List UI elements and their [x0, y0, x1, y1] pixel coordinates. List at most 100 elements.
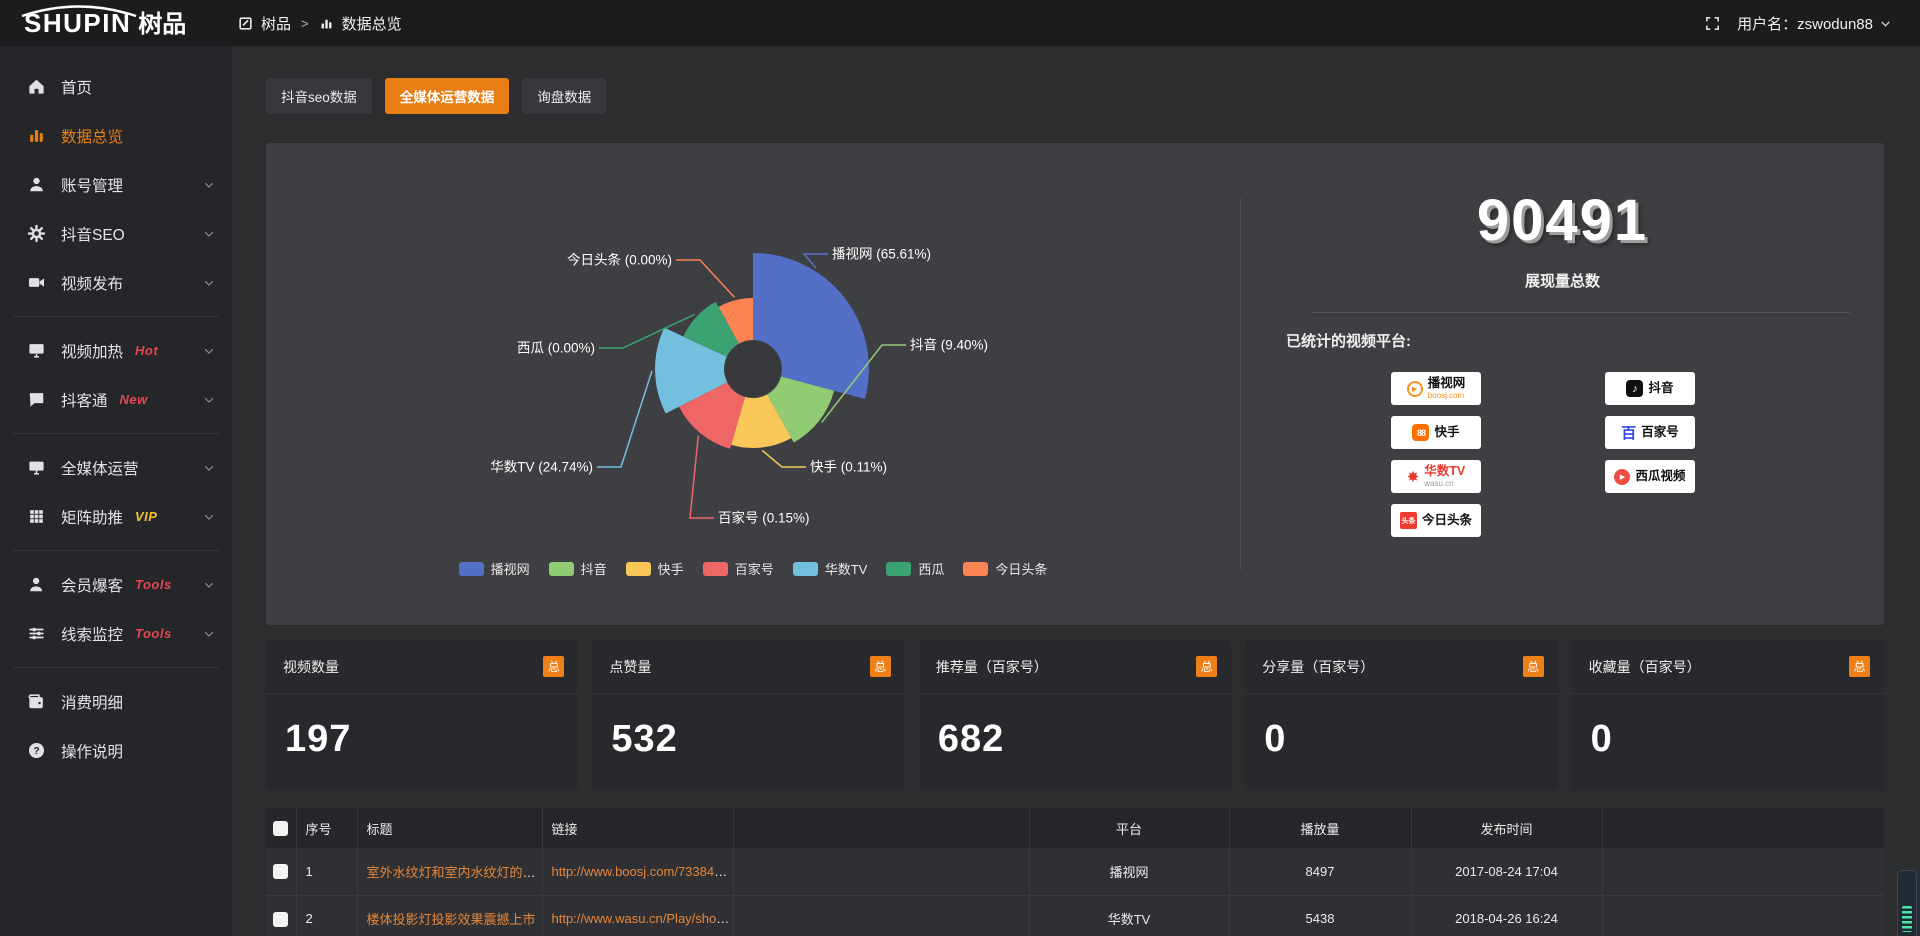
- pie-slice-快手[interactable]: [731, 394, 792, 448]
- legend-label: 今日头条: [995, 562, 1048, 577]
- total-badge[interactable]: 总: [869, 656, 891, 677]
- floating-scrollbar[interactable]: [1897, 870, 1917, 936]
- legend-item-今日头条[interactable]: 今日头条: [963, 559, 1047, 578]
- legend-swatch: [548, 561, 574, 576]
- platform-logo-baijia[interactable]: 百百家号: [1605, 416, 1695, 449]
- main-content: 抖音seo数据 全媒体运营数据 询盘数据 播视网 (65.61%) 抖音 (9.40%…: [232, 46, 1920, 936]
- xigua-play-icon: ▶: [1614, 468, 1631, 485]
- total-badge[interactable]: 总: [1849, 656, 1871, 677]
- tab-2[interactable]: 询盘数据: [522, 78, 607, 114]
- user-menu[interactable]: 用户名：zswodun88: [1737, 13, 1892, 34]
- bar-chart-icon: [319, 16, 334, 31]
- pie-slice-今日头条[interactable]: [718, 298, 753, 344]
- col-index: 序号: [296, 808, 358, 848]
- platform-logo-wasu[interactable]: ✸ 华数TV wasu.cn: [1391, 460, 1481, 493]
- video-title-link[interactable]: 室外水纹灯和室内水纹灯的区别和简介: [366, 864, 542, 880]
- fullscreen-icon[interactable]: [1704, 15, 1721, 32]
- platform-logo-boosj[interactable]: ▶ 播视网 boosj.com: [1391, 372, 1481, 405]
- table-row-1: 1 室外水纹灯和室内水纹灯的区别和简介 http://www.boosj.com/7…: [266, 848, 1884, 895]
- total-badge[interactable]: 总: [1522, 656, 1544, 677]
- col-extra: [1602, 808, 1884, 848]
- cell-extra: [1602, 894, 1884, 936]
- tab-0[interactable]: 抖音seo数据: [266, 78, 372, 114]
- pie-slice-百家号[interactable]: [679, 382, 745, 449]
- sidebar-item-monitor[interactable]: 全媒体运营: [0, 443, 232, 492]
- pie-label-快手: 快手 (0.11%): [810, 460, 887, 475]
- logo-arc-icon: [21, 4, 137, 17]
- sidebar-badge: Tools: [135, 626, 172, 641]
- sidebar-item-bar-chart[interactable]: 数据总览: [0, 111, 232, 160]
- legend-item-百家号[interactable]: 百家号: [702, 559, 774, 578]
- pie-slice-西瓜[interactable]: [683, 301, 739, 357]
- sidebar-item-home[interactable]: 首页: [0, 62, 232, 111]
- legend-item-华数TV[interactable]: 华数TV: [792, 559, 867, 578]
- platform-logo-xigua[interactable]: ▶ 西瓜视频: [1605, 460, 1695, 493]
- tab-1[interactable]: 全媒体运营数据: [384, 78, 510, 114]
- sidebar-item-chat[interactable]: 抖客通 New: [0, 375, 232, 424]
- col-plays: 播放量: [1229, 808, 1412, 848]
- topbar: SHUPIN 树品 树品 > 数据总览 用户名：zswodun88: [0, 0, 1920, 46]
- sidebar-item-label: 全媒体运营: [61, 460, 139, 478]
- video-url-link[interactable]: http://www.boosj.com/7338468.html: [551, 863, 733, 879]
- pie-slice-播视网[interactable]: [753, 253, 869, 399]
- sidebar-item-video[interactable]: 视频发布: [0, 258, 232, 307]
- brand-name-cn: 树品: [138, 10, 187, 38]
- label-line-百家号: [689, 435, 714, 519]
- stat-card-value: 682: [937, 718, 1005, 760]
- bar-chart-icon: [27, 126, 46, 145]
- topbar-right: 用户名：zswodun88: [1704, 13, 1920, 34]
- app-logo[interactable]: SHUPIN 树品: [0, 4, 232, 43]
- platform-name: 西瓜视频: [1635, 469, 1686, 484]
- boosj-play-icon: ▶: [1406, 380, 1423, 397]
- pie-slice-抖音[interactable]: [767, 376, 835, 443]
- legend-label: 播视网: [490, 562, 530, 577]
- legend-item-西瓜[interactable]: 西瓜: [886, 559, 944, 578]
- cell-extra: [1602, 848, 1884, 895]
- total-badge[interactable]: 总: [543, 656, 565, 677]
- legend-label: 快手: [657, 562, 684, 577]
- pie-label-抖音: 抖音 (9.40%): [910, 337, 988, 353]
- scrollbar-thumb[interactable]: [1902, 906, 1912, 932]
- sidebar-item-wallet[interactable]: 消费明细: [0, 677, 232, 726]
- platform-logo-douyin[interactable]: ♪ 抖音: [1605, 372, 1695, 405]
- toutiao-icon: 头条: [1399, 512, 1417, 529]
- table-header-row: 序号 标题 链接 平台 播放量 发布时间: [266, 808, 1884, 848]
- legend-item-快手[interactable]: 快手: [625, 559, 684, 578]
- video-url-link[interactable]: http://www.wasu.cn/Play/show/id/952...: [551, 911, 733, 926]
- stat-card-0: 视频数量 总 197: [266, 640, 579, 790]
- pie-label-播视网: 播视网 (65.61%): [832, 247, 931, 262]
- sidebar-item-gear[interactable]: 抖音SEO: [0, 209, 232, 258]
- table-row-2: 2 楼体投影灯投影效果震撼上市 http://www.wasu.cn/Play/sh…: [266, 894, 1884, 936]
- pie-label-百家号: 百家号 (0.15%): [718, 510, 810, 526]
- pie-slice-华数TV[interactable]: [655, 327, 728, 414]
- sidebar-item-grid[interactable]: 矩阵助推 VIP: [0, 492, 232, 541]
- gear-icon: [27, 224, 46, 243]
- total-badge[interactable]: 总: [1196, 656, 1218, 677]
- panel-divider: [1240, 198, 1241, 570]
- row-checkbox[interactable]: [273, 864, 289, 880]
- platform-column: ♪ 抖音百百家号 ▶ 西瓜视频: [1605, 372, 1695, 537]
- stat-card-label: 推荐量（百家号）: [935, 658, 1048, 675]
- sidebar-divider: [13, 433, 219, 434]
- breadcrumb-root[interactable]: 树品: [261, 15, 292, 33]
- sidebar-item-user-star[interactable]: 会员爆客 Tools: [0, 560, 232, 609]
- chevron-down-icon: [202, 276, 216, 290]
- sidebar-item-question[interactable]: ? 操作说明: [0, 726, 232, 775]
- platform-name: 今日头条: [1421, 513, 1472, 528]
- legend-item-抖音[interactable]: 抖音: [548, 559, 607, 578]
- sidebar-item-sliders[interactable]: 线索监控 Tools: [0, 609, 232, 658]
- legend-item-播视网[interactable]: 播视网: [458, 559, 530, 578]
- platform-logo-kuaishou[interactable]: 88 快手: [1391, 416, 1481, 449]
- video-title-link[interactable]: 楼体投影灯投影效果震撼上市: [366, 912, 536, 927]
- stat-card-label: 分享量（百家号）: [1262, 658, 1375, 675]
- platform-logo-toutiao[interactable]: 头条 今日头条: [1391, 504, 1481, 537]
- sidebar-item-user[interactable]: 账号管理: [0, 160, 232, 209]
- row-checkbox[interactable]: [273, 911, 289, 927]
- screen-play-icon: [27, 341, 46, 360]
- pie-hole: [725, 341, 781, 397]
- sidebar-item-label: 消费明细: [61, 694, 124, 712]
- label-line-抖音: [821, 344, 906, 424]
- select-all-checkbox[interactable]: [273, 821, 289, 837]
- chevron-down-icon: [1879, 17, 1892, 30]
- sidebar-item-screen-play[interactable]: 视频加热 Hot: [0, 326, 232, 375]
